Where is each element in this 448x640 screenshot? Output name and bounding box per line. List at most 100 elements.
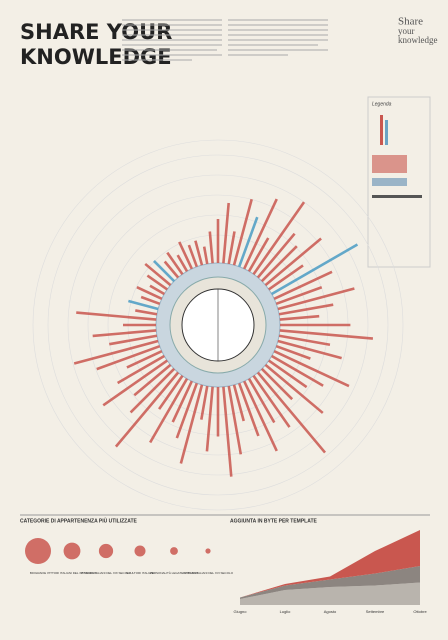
radial-bar: [268, 359, 308, 389]
radial-bar: [232, 384, 245, 422]
radial-bar: [163, 260, 180, 279]
radial-bar: [256, 371, 327, 454]
radial-bar: [275, 344, 311, 360]
radial-bar: [222, 386, 233, 477]
bubble-label: PITTORI ITALIANI DEL XVI SECOLO: [183, 571, 234, 575]
bubble-label: PERSONALITÀ LEGATE A MILANO: [150, 571, 199, 575]
radial-bar: [205, 386, 214, 452]
radial-bar: [153, 260, 176, 283]
radial-bar: [243, 380, 278, 452]
radial-bar: [208, 231, 214, 264]
legend-marks: [372, 115, 422, 198]
radial-bar: [268, 264, 304, 291]
radial-bar: [277, 287, 355, 311]
radial-bar: [129, 367, 176, 414]
bubble: [98, 543, 114, 559]
radial-bar: [222, 202, 230, 264]
radial-bar: [202, 246, 209, 265]
radial-bar: [271, 354, 324, 387]
legend-box: [367, 96, 431, 268]
x-tick-label: Settembre: [366, 609, 385, 614]
bubble-label: BIOGRAFIE: [30, 571, 46, 575]
x-tick-label: Giugno: [234, 609, 248, 614]
radial-bar: [109, 334, 158, 346]
radial-bar: [136, 285, 163, 300]
radial-bar: [73, 339, 159, 365]
bubble-label: SCULTORI ITALIANI: [126, 571, 154, 575]
bubble: [170, 547, 178, 555]
bubble: [205, 548, 211, 554]
radial-bar: [194, 240, 204, 266]
section-title: AGGIUNTA IN BYTE PER TEMPLATE: [230, 518, 318, 524]
bubble: [63, 542, 81, 560]
radial-bar: [278, 334, 331, 347]
radial-bar: [126, 350, 163, 369]
radial-bar: [273, 270, 333, 300]
radial-bar: [144, 262, 172, 287]
radial-bar: [149, 284, 165, 296]
radial-bar: [116, 354, 165, 385]
radial-bar: [279, 329, 374, 340]
logo: knowledge: [398, 35, 438, 45]
radial-bar: [247, 237, 270, 272]
radial-bar: [92, 329, 157, 338]
radial-bar: [252, 375, 291, 428]
x-tick-label: Luglio: [280, 609, 291, 614]
radial-bar: [175, 382, 199, 439]
radial-bar: [158, 375, 184, 410]
radial-bar: [237, 216, 259, 268]
radial-bar: [271, 243, 359, 296]
radial-chart: [32, 139, 404, 511]
radial-bar: [227, 385, 243, 455]
radial-bar: [278, 303, 334, 316]
x-tick-label: Agosto: [324, 609, 337, 614]
ring: [47, 154, 389, 496]
radial-bar: [247, 378, 276, 424]
radial-bar: [179, 384, 204, 464]
radial-bar: [140, 295, 161, 306]
section-title: CATEGORIE DI APPARTENENZA PIÙ UTILIZZATE: [20, 517, 138, 524]
bubble-chart: BIOGRAFIE PITTORI ITALIANI DEL XX SECOLO P…: [25, 538, 234, 575]
radial-bar: [275, 286, 323, 306]
bubble-label: PITTORI ITALIANI DEL XX SECOLO: [47, 571, 97, 575]
radial-bar: [176, 254, 189, 272]
radial-bar: [237, 382, 260, 437]
radial-bar: [187, 244, 199, 268]
area: [240, 530, 420, 598]
radial-bar: [273, 350, 350, 388]
radial-bar: [96, 344, 161, 371]
intro-text: [122, 19, 328, 61]
radial-bar: [232, 198, 253, 266]
bubble: [134, 545, 146, 557]
radial-bar: [264, 237, 322, 287]
area-chart: Giugno Luglio Agosto Settembre Ottobre: [234, 530, 427, 614]
ring: [32, 139, 404, 511]
radial-bar: [260, 245, 298, 283]
radial-bar: [146, 274, 168, 291]
radial-bar: [128, 299, 159, 311]
ring: [67, 174, 369, 476]
radial-bar: [264, 363, 324, 414]
radial-bar: [114, 371, 180, 448]
bubble: [25, 538, 51, 564]
radial-bar: [149, 378, 189, 444]
radial-bar: [133, 363, 172, 397]
radial-bar: [243, 198, 278, 270]
radial-bar: [102, 359, 168, 407]
radial-bar: [166, 251, 184, 275]
radial-bar: [256, 232, 296, 279]
area: [240, 582, 420, 605]
x-tick-label: Ottobre: [413, 609, 427, 614]
radial-bar: [171, 380, 193, 423]
logo: your: [398, 26, 415, 36]
radial-bar: [135, 309, 158, 316]
radial-bar: [178, 241, 193, 270]
radial-bar: [277, 339, 342, 360]
legend-title: Legenda: [372, 101, 392, 107]
radial-bar: [227, 231, 236, 265]
radial-bar: [260, 367, 294, 401]
logo: Share: [398, 16, 423, 28]
area: [240, 566, 420, 599]
title: KNOWLEDGE: [20, 45, 172, 69]
